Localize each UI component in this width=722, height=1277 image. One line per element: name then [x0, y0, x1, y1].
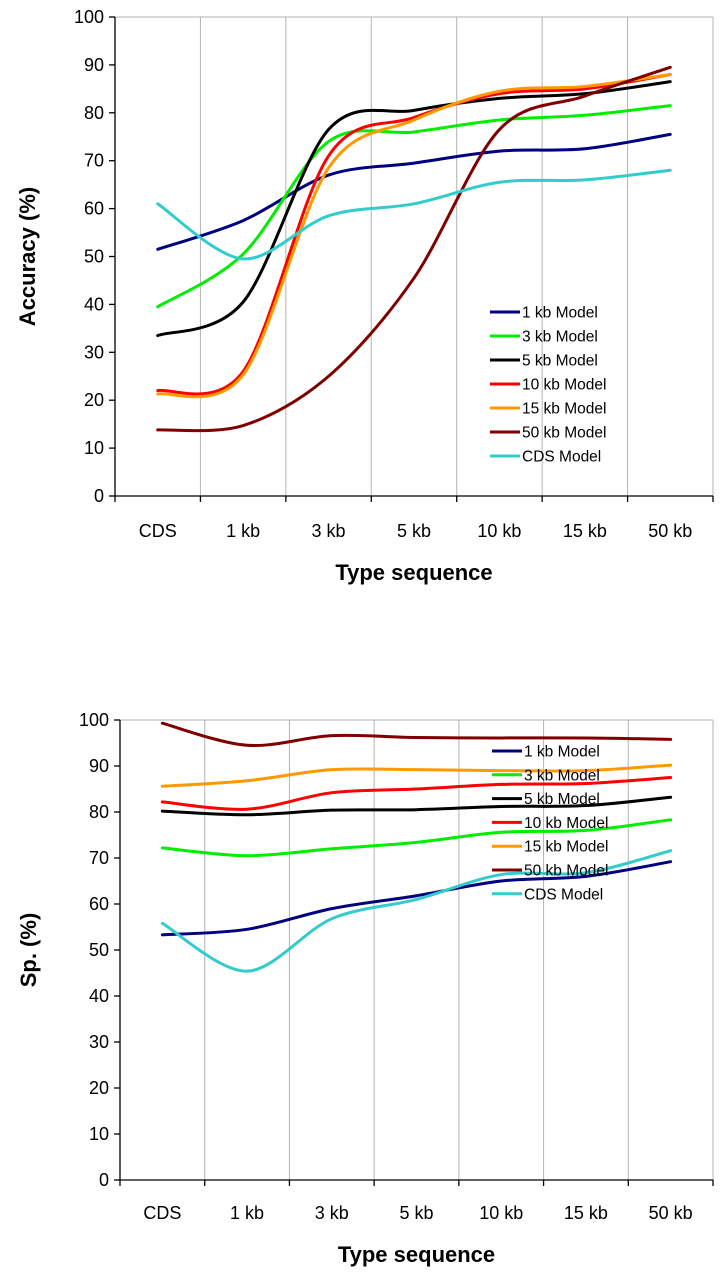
x-tick-label: 10 kb	[477, 521, 521, 541]
legend-label: 15 kb Model	[522, 401, 606, 418]
accuracy-chart: 0 10 20 30 40 50 60 70 80 90 100 CDS 1 kb 3 kb 5 kb 10 …	[15, 7, 714, 585]
series-line-15-kb-model	[160, 763, 673, 788]
series-lines	[160, 721, 673, 973]
x-tick-label: 50 kb	[648, 521, 692, 541]
series-line-50-kb-model	[156, 65, 672, 433]
x-axis-title: Type sequence	[338, 1242, 495, 1267]
x-tick-label: CDS	[139, 521, 177, 541]
y-tick-label: 20	[89, 1078, 109, 1098]
y-tick-label: 40	[89, 986, 109, 1006]
legend-item-cds-model: CDS Model	[492, 886, 603, 903]
y-tick-label: 70	[84, 151, 104, 171]
x-tick-label: 15 kb	[563, 521, 607, 541]
y-tick-label: 100	[79, 710, 109, 730]
y-tick-label: 30	[84, 342, 104, 362]
legend-item-1-kb-model: 1 kb Model	[490, 305, 598, 322]
y-tick-label: 50	[89, 940, 109, 960]
y-tick-label: 0	[94, 486, 104, 506]
legend-item-5-kb-model: 5 kb Model	[490, 353, 598, 370]
series-line-1-kb-model	[160, 860, 673, 937]
y-tick-label: 50	[84, 247, 104, 267]
y-tick-label: 90	[89, 756, 109, 776]
axes: 0 10 20 30 40 50 60 70 80 90 100 CDS 1 kb 3 kb 5 kb 10 …	[79, 710, 714, 1223]
x-tick-label: 3 kb	[312, 521, 346, 541]
legend-item-cds-model: CDS Model	[490, 449, 601, 466]
y-tick-label: 70	[89, 848, 109, 868]
y-axis-title: Accuracy (%)	[15, 187, 40, 326]
legend-label: 15 kb Model	[524, 839, 608, 856]
x-tick-label: 50 kb	[649, 1203, 693, 1223]
x-tick-label: CDS	[143, 1203, 181, 1223]
x-tick-label: 15 kb	[564, 1203, 608, 1223]
legend-label: 50 kb Model	[524, 863, 608, 880]
series-line-10-kb-model	[160, 776, 673, 811]
series-line-50-kb-model	[160, 721, 673, 748]
legend-item-10-kb-model: 10 kb Model	[490, 377, 606, 394]
legend-label: 10 kb Model	[522, 377, 606, 394]
legend-item-5-kb-model: 5 kb Model	[492, 791, 600, 808]
legend-item-3-kb-model: 3 kb Model	[490, 329, 598, 346]
legend-label: 1 kb Model	[524, 744, 600, 761]
legend-item-50-kb-model: 50 kb Model	[492, 863, 608, 880]
legend-item-10-kb-model: 10 kb Model	[492, 815, 608, 832]
series-lines	[156, 65, 672, 433]
x-tick-label: 1 kb	[230, 1203, 264, 1223]
y-axis-title: Sp. (%)	[16, 913, 41, 988]
x-tick-label: 3 kb	[315, 1203, 349, 1223]
series-line-3-kb-model	[156, 104, 672, 309]
x-tick-label: 5 kb	[399, 1203, 433, 1223]
series-line-15-kb-model	[156, 72, 672, 399]
legend-item-15-kb-model: 15 kb Model	[492, 839, 608, 856]
x-tick-label: 5 kb	[397, 521, 431, 541]
y-tick-label: 10	[89, 1124, 109, 1144]
legend-label: 10 kb Model	[524, 815, 608, 832]
y-tick-label: 90	[84, 55, 104, 75]
x-axis-title: Type sequence	[335, 560, 492, 585]
legend-item-3-kb-model: 3 kb Model	[492, 767, 600, 784]
y-tick-label: 0	[99, 1170, 109, 1190]
y-tick-label: 60	[84, 199, 104, 219]
x-tick-label: 1 kb	[226, 521, 260, 541]
axes: 0 10 20 30 40 50 60 70 80 90 100 CDS 1 kb 3 kb 5 kb 10 …	[74, 7, 714, 541]
y-tick-label: 10	[84, 438, 104, 458]
legend-label: 5 kb Model	[522, 353, 598, 370]
y-tick-label: 20	[84, 390, 104, 410]
legend-label: CDS Model	[524, 886, 603, 903]
specificity-chart: 0 10 20 30 40 50 60 70 80 90 100 CDS 1 kb 3 kb 5 kb 10 …	[16, 710, 714, 1267]
legend-item-15-kb-model: 15 kb Model	[490, 401, 606, 418]
legend: 1 kb Model 3 kb Model 5 kb Model 10 kb Mode…	[490, 305, 606, 466]
legend-label: 1 kb Model	[522, 305, 598, 322]
series-line-cds-model	[156, 168, 672, 261]
series-line-5-kb-model	[160, 795, 673, 817]
y-tick-label: 80	[84, 103, 104, 123]
legend-item-50-kb-model: 50 kb Model	[490, 425, 606, 442]
legend-label: 3 kb Model	[524, 767, 600, 784]
legend-label: 5 kb Model	[524, 791, 600, 808]
series-line-5-kb-model	[156, 80, 672, 338]
y-tick-label: 100	[74, 7, 104, 27]
y-tick-label: 60	[89, 894, 109, 914]
x-tick-label: 10 kb	[479, 1203, 523, 1223]
y-tick-label: 40	[84, 294, 104, 314]
y-tick-label: 30	[89, 1032, 109, 1052]
legend-label: 50 kb Model	[522, 425, 606, 442]
legend-label: 3 kb Model	[522, 329, 598, 346]
legend: 1 kb Model 3 kb Model 5 kb Model 10 kb Mode…	[492, 744, 608, 903]
series-line-10-kb-model	[156, 72, 672, 396]
series-line-1-kb-model	[156, 132, 672, 251]
y-tick-label: 80	[89, 802, 109, 822]
legend-item-1-kb-model: 1 kb Model	[492, 744, 600, 761]
series-line-cds-model	[160, 849, 673, 973]
series-line-3-kb-model	[160, 818, 673, 858]
legend-label: CDS Model	[522, 449, 601, 466]
